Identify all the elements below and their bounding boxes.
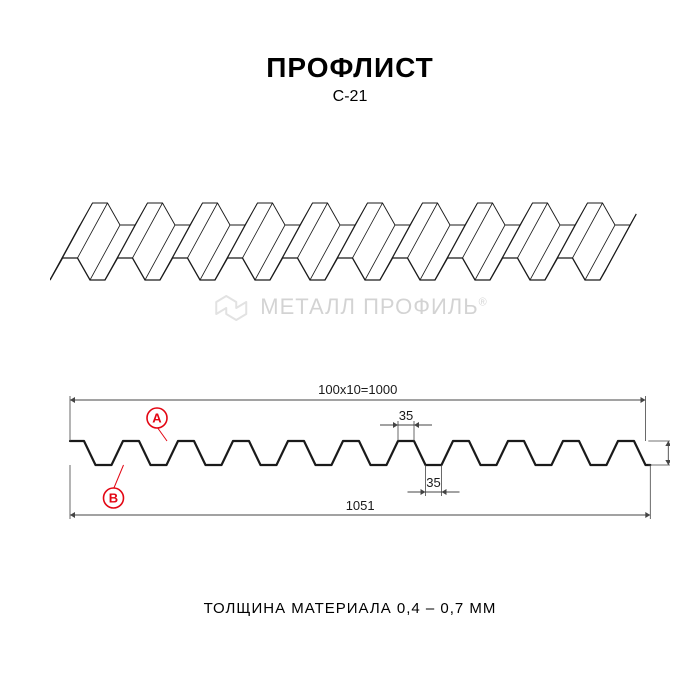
svg-text:35: 35 — [399, 408, 413, 423]
svg-text:A: A — [152, 411, 162, 426]
svg-text:1051: 1051 — [346, 498, 375, 513]
product-code: C-21 — [0, 88, 700, 106]
watermark-text: МЕТАЛЛ ПРОФИЛЬ® — [260, 294, 488, 320]
svg-text:100x10=1000: 100x10=1000 — [318, 382, 397, 397]
watermark: МЕТАЛЛ ПРОФИЛЬ® — [212, 290, 488, 324]
page-title: ПРОФЛИСТ — [0, 52, 700, 84]
svg-text:B: B — [109, 491, 118, 506]
svg-text:35: 35 — [426, 475, 440, 490]
technical-drawing: 100x10=10001051213535AB — [50, 370, 670, 530]
thickness-label: ТОЛЩИНА МАТЕРИАЛА 0,4 – 0,7 ММ — [0, 600, 700, 617]
watermark-logo-icon — [212, 290, 252, 324]
isometric-drawing — [50, 160, 650, 300]
